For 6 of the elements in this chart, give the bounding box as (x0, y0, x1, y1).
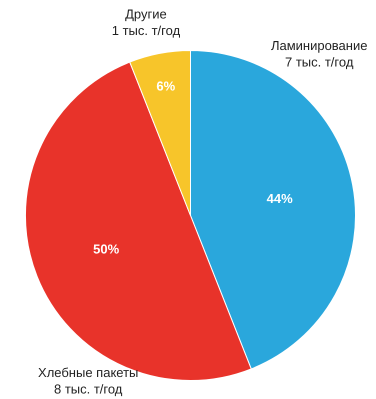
slice-label: Хлебные пакеты 8 тыс. т/год (38, 364, 138, 396)
data-label: 50% (93, 241, 120, 256)
data-label: 6% (156, 78, 176, 94)
data-label: 44% (266, 190, 294, 206)
slice-label: Другие 1 тыс. т/год (112, 6, 181, 38)
slice-label: Ламинирование 7 тыс. т/год (270, 38, 368, 70)
